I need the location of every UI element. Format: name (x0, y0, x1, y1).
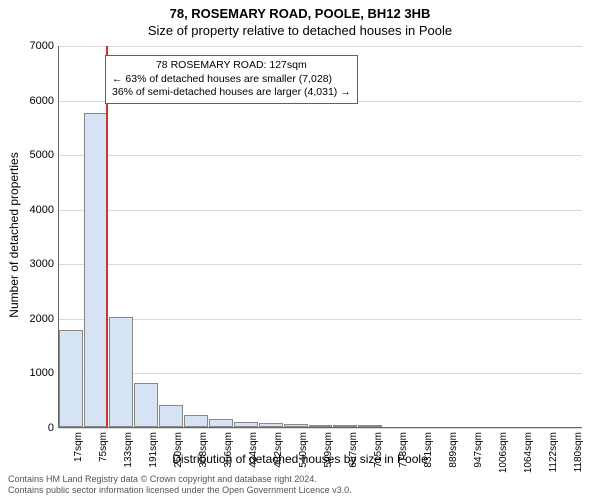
y-axis-label: Number of detached properties (7, 152, 21, 317)
x-tick-label: 715sqm (373, 432, 384, 468)
gridline (59, 264, 582, 265)
x-tick-label: 191sqm (148, 432, 159, 468)
gridline (59, 373, 582, 374)
x-tick-label: 540sqm (298, 432, 309, 468)
y-tick-label: 1000 (30, 367, 54, 379)
y-tick-label: 7000 (30, 40, 54, 52)
x-tick-label: 133sqm (123, 432, 134, 468)
histogram-bar (333, 425, 357, 427)
chart-title-main: 78, ROSEMARY ROAD, POOLE, BH12 3HB (0, 0, 600, 21)
x-tick-label: 308sqm (198, 432, 209, 468)
y-tick-label: 2000 (30, 313, 54, 325)
histogram-bar (234, 422, 258, 427)
y-tick-label: 0 (48, 422, 54, 434)
x-tick-label: 1006sqm (498, 432, 509, 473)
histogram-bar (284, 424, 308, 427)
x-tick-label: 250sqm (173, 432, 184, 468)
gridline (59, 319, 582, 320)
footer-line-1: Contains HM Land Registry data © Crown c… (8, 474, 352, 485)
gridline (59, 155, 582, 156)
y-tick-label: 3000 (30, 258, 54, 270)
gridline (59, 46, 582, 47)
annotation-line-1: 78 ROSEMARY ROAD: 127sqm (112, 59, 351, 73)
histogram-bar (184, 415, 208, 427)
x-tick-label: 1122sqm (548, 432, 559, 472)
histogram-bar (309, 425, 333, 427)
x-tick-label: 599sqm (323, 432, 334, 468)
histogram-bar (84, 113, 108, 427)
histogram-bar (259, 423, 283, 427)
histogram-bar (358, 425, 382, 427)
x-tick-label: 366sqm (223, 432, 234, 468)
y-tick-label: 6000 (30, 95, 54, 107)
x-tick-label: 1064sqm (523, 432, 534, 473)
footer-attribution: Contains HM Land Registry data © Crown c… (8, 474, 352, 496)
x-tick-label: 482sqm (273, 432, 284, 468)
x-tick-label: 1180sqm (573, 432, 584, 472)
x-tick-label: 773sqm (398, 432, 409, 468)
x-tick-label: 831sqm (423, 432, 434, 468)
x-tick-label: 424sqm (248, 432, 259, 468)
footer-line-2: Contains public sector information licen… (8, 485, 352, 496)
x-tick-label: 75sqm (98, 432, 109, 462)
chart-title-sub: Size of property relative to detached ho… (0, 21, 600, 38)
histogram-bar (209, 419, 233, 427)
x-tick-label: 889sqm (448, 432, 459, 468)
annotation-line-3: 36% of semi-detached houses are larger (… (112, 86, 351, 100)
annotation-line-2: ← 63% of detached houses are smaller (7,… (112, 73, 351, 87)
x-tick-label: 657sqm (348, 432, 359, 468)
gridline (59, 428, 582, 429)
y-tick-label: 5000 (30, 149, 54, 161)
y-tick-label: 4000 (30, 204, 54, 216)
histogram-bar (109, 317, 133, 427)
histogram-bar (159, 405, 183, 427)
annotation-box: 78 ROSEMARY ROAD: 127sqm ← 63% of detach… (105, 55, 358, 104)
x-tick-label: 947sqm (473, 432, 484, 468)
gridline (59, 210, 582, 211)
x-tick-label: 17sqm (73, 432, 84, 462)
histogram-bar (59, 330, 83, 427)
histogram-bar (134, 383, 158, 427)
